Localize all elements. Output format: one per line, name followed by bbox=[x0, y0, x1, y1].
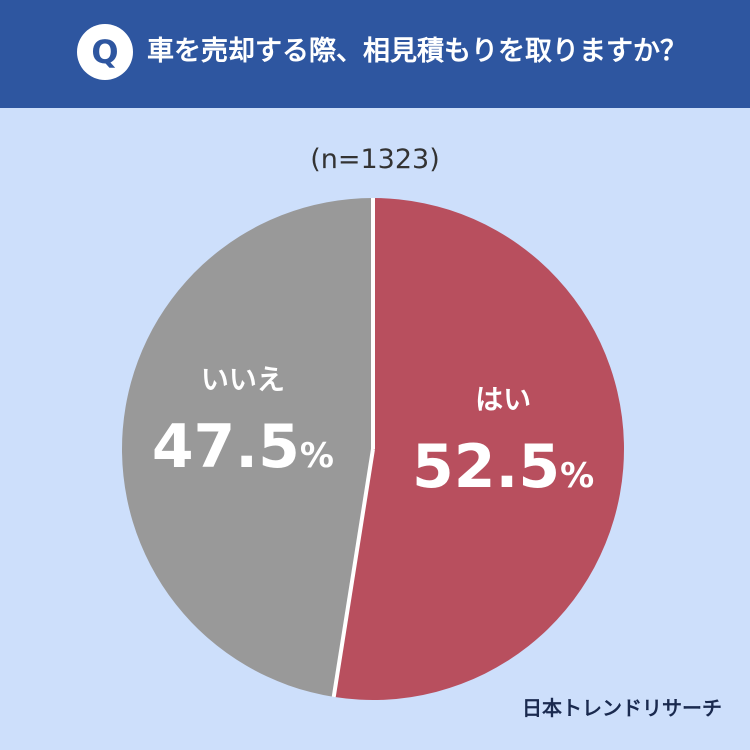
brand-logo-text: 日本トレンドリサーチ bbox=[522, 696, 722, 720]
question-badge: Q bbox=[77, 24, 133, 80]
header-bar: Q 車を売却する際、相見積もりを取りますか？ bbox=[0, 0, 750, 108]
pie-slice-1 bbox=[121, 198, 373, 697]
pie-slice-0 bbox=[333, 198, 624, 700]
slice-divider-1 bbox=[331, 448, 375, 698]
sample-size-label: (n=1323) bbox=[310, 144, 440, 175]
question-title: 車を売却する際、相見積もりを取りますか？ bbox=[147, 36, 687, 67]
slice-value-0: 52.5% bbox=[412, 432, 594, 502]
slice-value-1: 47.5% bbox=[152, 412, 334, 482]
slice-label-0: はい bbox=[475, 383, 531, 416]
slice-label-1: いいえ bbox=[201, 363, 285, 396]
